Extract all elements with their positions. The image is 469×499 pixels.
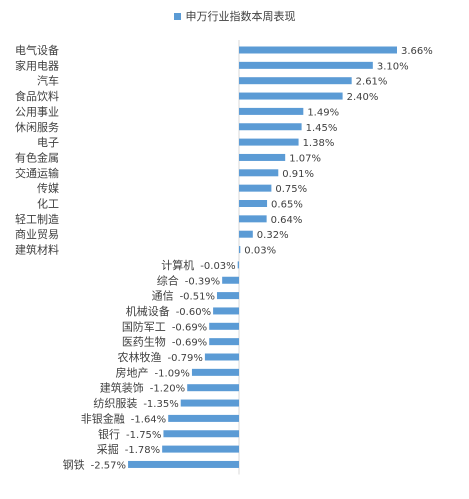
bar — [216, 292, 239, 300]
bar — [213, 307, 239, 315]
category-label: 采掘 — [97, 442, 119, 456]
data-label: 2.40% — [347, 92, 379, 103]
bar — [209, 338, 239, 346]
data-label: 0.75% — [275, 184, 307, 195]
bar — [222, 276, 239, 284]
bar — [162, 445, 239, 453]
bar — [209, 322, 239, 330]
category-label: 交通运输 — [15, 166, 59, 180]
legend-label: 申万行业指数本周表现 — [185, 10, 296, 23]
category-label: 医药生物 — [122, 335, 166, 349]
data-label: -0.51% — [180, 292, 215, 303]
category-label: 综合 — [157, 273, 179, 287]
data-label: -0.69% — [172, 338, 207, 349]
category-label: 公用事业 — [15, 105, 59, 118]
data-label: -1.35% — [143, 399, 178, 410]
bar — [187, 384, 239, 392]
category-label: 化工 — [37, 197, 59, 211]
bar — [239, 107, 304, 115]
category-label: 纺织服装 — [93, 396, 137, 410]
category-label: 建筑装饰 — [100, 381, 144, 395]
data-label: -0.69% — [172, 322, 207, 333]
bar — [239, 138, 299, 146]
category-label: 农林牧渔 — [118, 350, 162, 364]
data-label: 1.49% — [307, 107, 339, 118]
data-label: -2.57% — [91, 460, 126, 471]
bar — [239, 92, 343, 100]
category-label: 传媒 — [37, 182, 59, 195]
bar — [239, 230, 253, 238]
bar — [237, 261, 239, 269]
category-label: 电气设备 — [15, 43, 59, 57]
legend: 申万行业指数本周表现 — [0, 8, 469, 24]
data-label: -0.79% — [168, 353, 203, 364]
bar — [128, 460, 239, 468]
data-label: 1.38% — [303, 138, 335, 149]
data-label: -1.09% — [155, 368, 190, 379]
bar — [239, 246, 241, 254]
data-label: 0.65% — [271, 200, 303, 211]
bar — [239, 184, 272, 192]
bar — [168, 414, 239, 422]
category-label: 食品饮料 — [15, 89, 59, 103]
category-label: 机械设备 — [126, 304, 170, 318]
category-label: 电子 — [37, 136, 59, 149]
data-label: -1.64% — [131, 414, 166, 425]
bar — [204, 353, 239, 361]
data-label: 0.64% — [271, 215, 303, 226]
category-label: 轻工制造 — [15, 212, 59, 226]
data-label: -0.03% — [200, 261, 235, 272]
bar — [239, 77, 352, 85]
bar — [180, 399, 239, 407]
bar — [239, 123, 302, 131]
data-label: -1.75% — [126, 430, 161, 441]
bar — [239, 215, 267, 223]
data-label: -0.60% — [176, 307, 211, 318]
data-label: 2.61% — [356, 77, 388, 88]
category-label: 有色金属 — [15, 150, 59, 164]
bar — [239, 153, 286, 161]
data-label: 3.10% — [377, 61, 409, 72]
category-label: 银行 — [98, 427, 120, 441]
category-label: 商业贸易 — [15, 227, 59, 241]
bar — [239, 200, 268, 207]
legend-swatch — [173, 12, 181, 20]
data-label: 3.66% — [401, 46, 433, 57]
data-label: 1.45% — [306, 123, 338, 134]
category-label: 非银金融 — [81, 411, 125, 425]
category-label: 国防军工 — [122, 319, 166, 333]
category-label: 计算机 — [161, 258, 194, 272]
data-label: 0.91% — [282, 169, 314, 180]
category-label: 钢铁 — [63, 458, 85, 471]
category-label: 房地产 — [116, 365, 149, 379]
category-label: 建筑材料 — [15, 243, 59, 257]
bar — [239, 46, 397, 54]
bar — [163, 430, 239, 438]
data-label: -0.39% — [185, 276, 220, 287]
bar — [239, 61, 373, 69]
data-label: 0.03% — [244, 246, 276, 257]
data-label: -1.78% — [125, 445, 160, 456]
data-label: -1.20% — [150, 384, 185, 395]
data-label: 1.07% — [289, 153, 321, 164]
category-label: 休闲服务 — [15, 120, 59, 134]
bar — [191, 368, 239, 376]
data-label: 0.32% — [257, 230, 289, 241]
category-label: 汽车 — [37, 74, 59, 88]
bar — [239, 169, 279, 177]
category-label: 家用电器 — [15, 58, 59, 72]
category-label: 通信 — [152, 290, 174, 303]
